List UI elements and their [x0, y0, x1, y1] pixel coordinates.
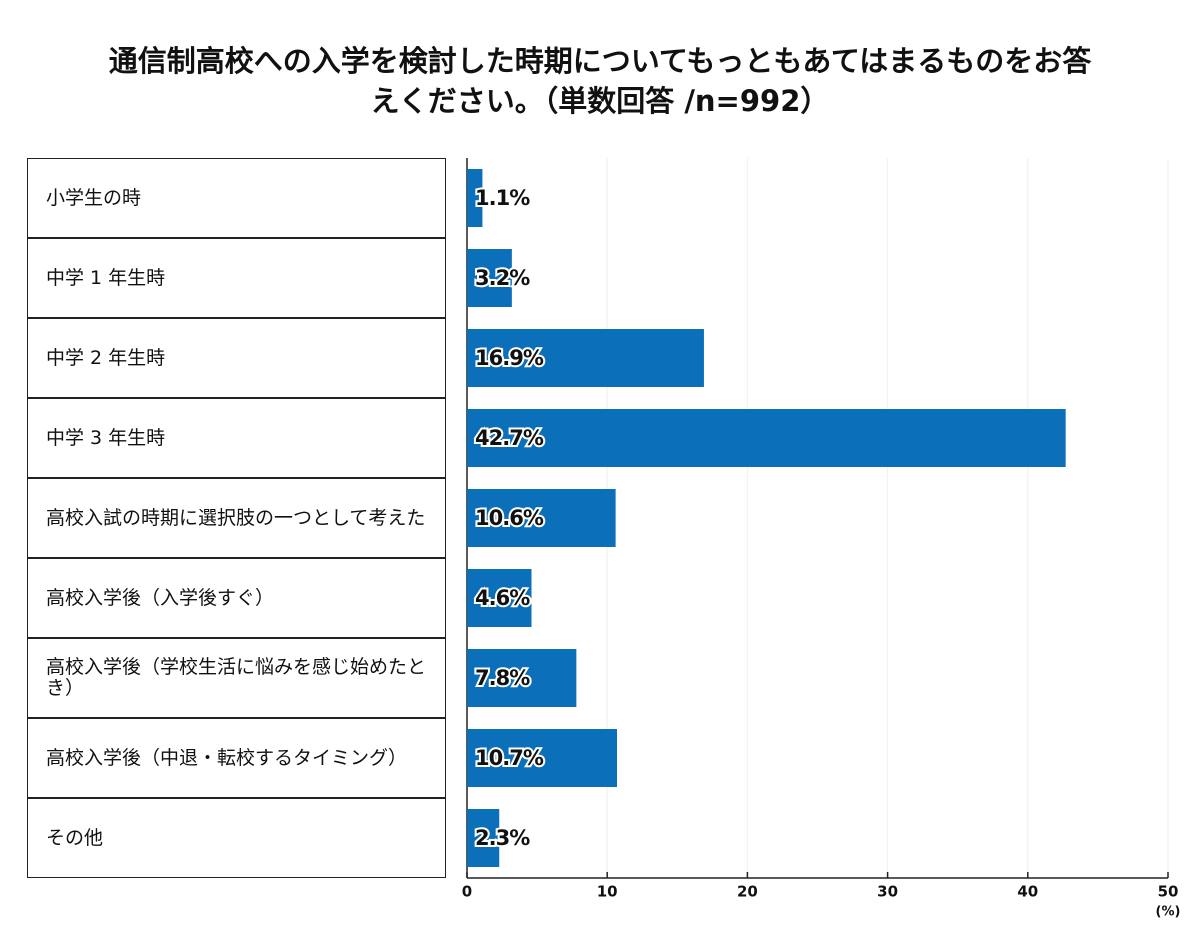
- bar: [467, 409, 1066, 467]
- value-label: 16.9%: [475, 346, 544, 370]
- category-label: 高校入学後（入学後すぐ）: [27, 558, 446, 638]
- x-tick-label: 10: [597, 883, 618, 901]
- value-label: 10.7%: [475, 746, 544, 770]
- category-label: 高校入学後（中退・転校するタイミング）: [27, 718, 446, 798]
- bar: [467, 249, 512, 307]
- x-tick-label: 0: [462, 883, 472, 901]
- category-label: 小学生の時: [27, 158, 446, 238]
- category-label: その他: [27, 798, 446, 878]
- x-tick-label: 30: [877, 883, 898, 901]
- value-label: 3.2%: [475, 266, 530, 290]
- x-tick-label: 50: [1158, 883, 1179, 901]
- category-label: 中学 2 年生時: [27, 318, 446, 398]
- chart-title: えください。（単数回答 /n=992）: [370, 84, 830, 118]
- category-label: 中学 3 年生時: [27, 398, 446, 478]
- value-label: 2.3%: [475, 826, 530, 850]
- bar: [467, 489, 616, 547]
- x-tick-label: 20: [737, 883, 758, 901]
- value-label: 1.1%: [475, 186, 530, 210]
- bar: [467, 169, 483, 227]
- category-label: 高校入試の時期に選択肢の一つとして考えた: [27, 478, 446, 558]
- bar: [467, 729, 618, 787]
- value-label: 10.6%: [475, 506, 544, 530]
- bar: [467, 329, 704, 387]
- x-tick-label: 40: [1017, 883, 1038, 901]
- category-label: 中学 1 年生時: [27, 238, 446, 318]
- bar: [467, 649, 577, 707]
- value-label: 7.8%: [475, 666, 530, 690]
- chart-title: 通信制高校への入学を検討した時期についてもっともあてはまるものをお答: [108, 44, 1092, 78]
- bar: [467, 809, 500, 867]
- value-label: 4.6%: [475, 586, 530, 610]
- bar: [467, 569, 532, 627]
- category-label: 高校入学後（学校生活に悩みを感じ始めたとき）: [27, 638, 446, 718]
- x-unit: (%): [1156, 905, 1181, 920]
- value-label: 42.7%: [475, 426, 544, 450]
